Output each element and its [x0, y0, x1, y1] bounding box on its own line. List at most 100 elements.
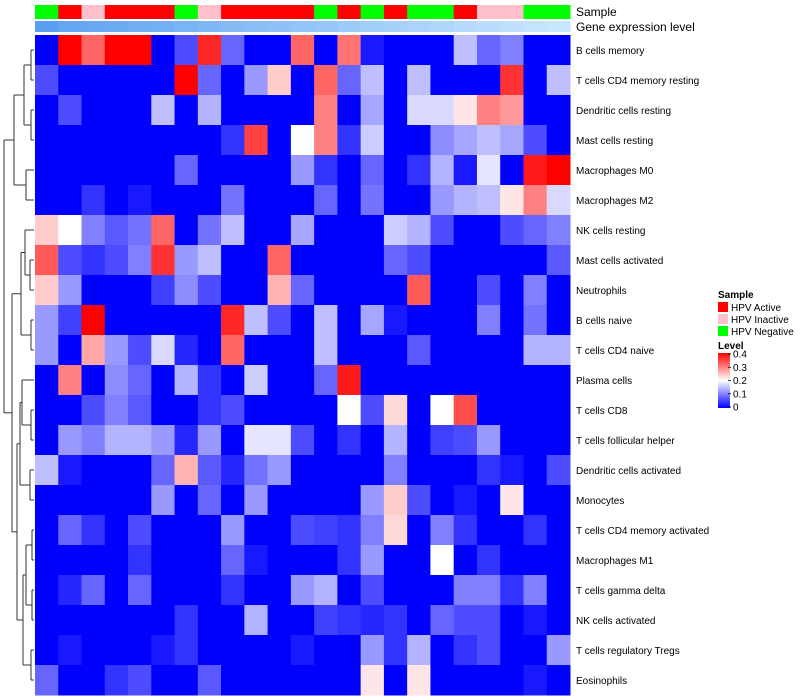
heatmap-cell	[290, 395, 315, 426]
heatmap-cell	[383, 185, 408, 216]
heatmap-cell	[337, 185, 362, 216]
heatmap-cell	[244, 95, 269, 126]
heatmap-cell	[383, 245, 408, 276]
heatmap-cell	[221, 155, 245, 186]
heatmap-cell	[546, 65, 571, 96]
heatmap-cell	[500, 335, 524, 366]
row-label: NK cells resting	[576, 226, 645, 237]
heatmap-cell	[453, 455, 478, 486]
heatmap-cell	[360, 305, 385, 336]
sample-annotation-cell	[174, 5, 199, 19]
row-dendrogram	[3, 49, 34, 681]
heatmap-cell	[104, 215, 129, 246]
heatmap-cell	[151, 65, 176, 96]
heatmap-cell	[360, 545, 385, 576]
heatmap-cell	[221, 35, 245, 66]
heatmap-cell	[523, 575, 548, 606]
heatmap-cell	[197, 95, 222, 126]
heatmap-cell	[174, 185, 199, 216]
heatmap-cell	[407, 95, 431, 126]
heatmap-cell	[174, 455, 199, 486]
heatmap-cell	[383, 365, 408, 396]
heatmap-cell	[383, 305, 408, 336]
heatmap-cell	[314, 35, 338, 66]
heatmap-cell	[197, 305, 222, 336]
heatmap-cell	[35, 305, 59, 336]
heatmap-cell	[407, 245, 431, 276]
heatmap-cell	[35, 665, 59, 696]
heatmap-cell	[244, 665, 269, 696]
heatmap-cell	[197, 395, 222, 426]
expression-annotation-cell	[407, 21, 431, 32]
heatmap-cell	[337, 95, 362, 126]
heatmap-cell	[221, 455, 245, 486]
heatmap-cell	[151, 545, 176, 576]
heatmap-cell	[197, 65, 222, 96]
heatmap-cell	[151, 215, 176, 246]
heatmap-cell	[407, 335, 431, 366]
expression-annotation-cell	[476, 21, 501, 32]
heatmap-cell	[337, 635, 362, 666]
heatmap-cell	[174, 305, 199, 336]
heatmap-cell	[81, 635, 106, 666]
heatmap-cell	[35, 155, 59, 186]
heatmap-cell	[151, 395, 176, 426]
heatmap-cell	[453, 185, 478, 216]
heatmap-cell	[500, 605, 524, 636]
heatmap-cell	[104, 185, 129, 216]
heatmap-cell	[151, 425, 176, 456]
heatmap-cell	[81, 665, 106, 696]
heatmap-cell	[104, 95, 129, 126]
heatmap-cell	[476, 305, 501, 336]
heatmap-cell	[81, 125, 106, 156]
heatmap-cell	[221, 425, 245, 456]
heatmap-cell	[267, 305, 292, 336]
heatmap-cell	[151, 575, 176, 606]
annotation-label-sample: Sample	[576, 5, 617, 19]
heatmap-cell	[244, 395, 269, 426]
row-label: Monocytes	[576, 496, 624, 507]
row-label: Eosinophils	[576, 676, 627, 687]
heatmap-cell	[407, 365, 431, 396]
heatmap-cell	[174, 35, 199, 66]
heatmap-cell	[197, 575, 222, 606]
heatmap-cell	[267, 245, 292, 276]
heatmap-cell	[174, 335, 199, 366]
heatmap-cell	[476, 545, 501, 576]
heatmap-cell	[360, 335, 385, 366]
heatmap-cell	[546, 425, 571, 456]
heatmap-cell	[500, 515, 524, 546]
heatmap-cell	[337, 35, 362, 66]
heatmap-cell	[500, 125, 524, 156]
heatmap-cell	[500, 215, 524, 246]
sample-annotation-cell	[267, 5, 292, 19]
heatmap-cell	[174, 95, 199, 126]
expression-annotation-cell	[151, 21, 176, 32]
expression-annotation-cell	[174, 21, 199, 32]
heatmap-cell	[81, 275, 106, 306]
heatmap-cell	[128, 365, 152, 396]
heatmap-cell	[546, 215, 571, 246]
heatmap-cell	[500, 185, 524, 216]
heatmap-cell	[197, 155, 222, 186]
heatmap-cell	[383, 425, 408, 456]
row-label: Macrophages M0	[576, 166, 654, 177]
heatmap-cell	[267, 275, 292, 306]
heatmap-cell	[360, 575, 385, 606]
heatmap-cell	[523, 455, 548, 486]
heatmap-cell	[174, 605, 199, 636]
heatmap-cell	[476, 35, 501, 66]
heatmap-cell	[197, 425, 222, 456]
expression-annotation-cell	[314, 21, 338, 32]
heatmap-cell	[500, 425, 524, 456]
heatmap-cell	[267, 605, 292, 636]
legend-swatch	[718, 314, 728, 324]
heatmap-cell	[546, 605, 571, 636]
heatmap-cell	[58, 485, 83, 516]
heatmap-cell	[476, 395, 501, 426]
heatmap-cell	[383, 215, 408, 246]
heatmap-cell	[221, 365, 245, 396]
heatmap-cell	[337, 305, 362, 336]
heatmap-cell	[314, 425, 338, 456]
